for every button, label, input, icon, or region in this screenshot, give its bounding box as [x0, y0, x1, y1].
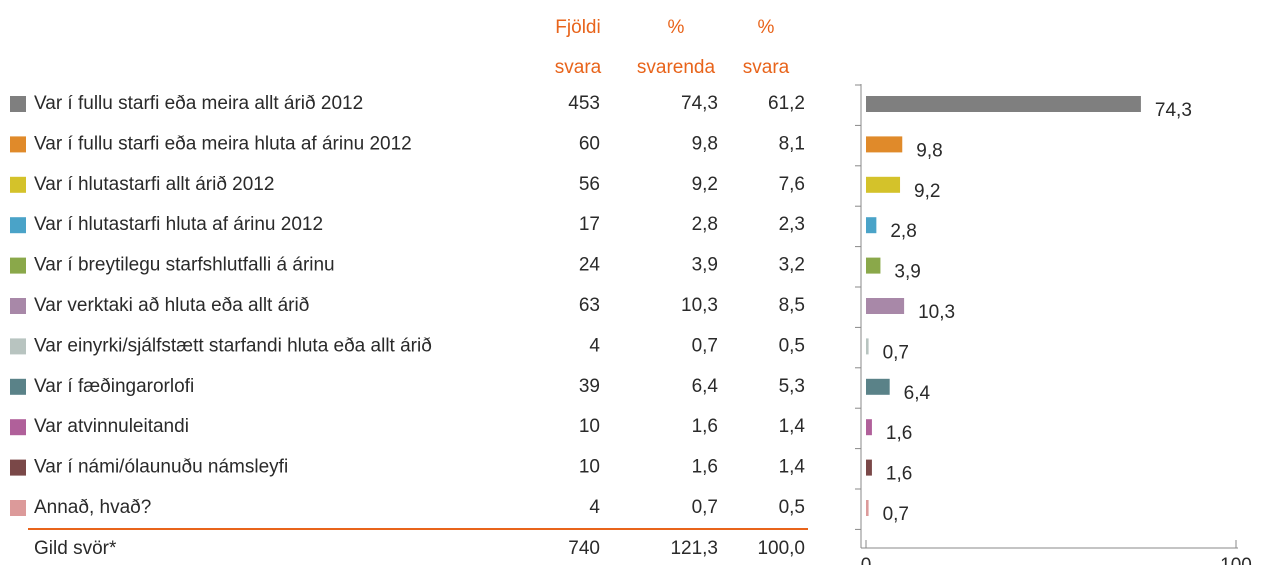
bar: [866, 419, 872, 436]
cell: 7,6: [779, 174, 805, 195]
bar: [866, 176, 901, 193]
value-label: 1,6: [886, 464, 912, 485]
bar: [866, 378, 890, 395]
x-tick-label: 100: [1220, 555, 1252, 565]
cell: 0,5: [779, 335, 805, 356]
legend-swatch: [10, 338, 26, 355]
row-label: Var í fullu starfi eða meira hluta af ár…: [34, 133, 412, 154]
cell: 8,5: [779, 295, 805, 316]
legend-swatch: [10, 459, 26, 476]
row-label: Var í breytilegu starfshlutfalli á árinu: [34, 255, 335, 276]
total-cell: 740: [568, 538, 600, 559]
cell: 1,4: [779, 457, 806, 478]
cell: 4: [589, 335, 600, 356]
legend-swatch: [10, 378, 26, 395]
cell: 1,6: [692, 416, 718, 437]
legend-swatch: [10, 500, 26, 516]
value-label: 6,4: [904, 383, 931, 404]
bar: [866, 298, 905, 314]
cell: 60: [579, 133, 600, 154]
total-cell: 121,3: [670, 538, 718, 559]
legend-swatch: [10, 176, 26, 193]
value-label: 0,7: [883, 504, 909, 525]
cell: 39: [579, 376, 600, 397]
column-header: svara: [743, 57, 790, 78]
value-label: 9,8: [916, 140, 942, 161]
value-label: 1,6: [886, 423, 912, 444]
legend-swatch: [10, 419, 26, 436]
cell: 63: [579, 295, 600, 316]
cell: 453: [568, 93, 600, 114]
cell: 2,3: [779, 214, 805, 235]
column-header: svarenda: [637, 57, 716, 78]
value-label: 10,3: [918, 302, 955, 323]
cell: 74,3: [681, 93, 718, 114]
row-label: Var í námi/ólaunuðu námsleyfi: [34, 457, 288, 478]
legend-swatch: [10, 257, 26, 274]
bar: [866, 96, 1141, 112]
cell: 10,3: [681, 295, 718, 316]
cell: 2,8: [692, 214, 718, 235]
cell: 1,4: [779, 416, 806, 437]
column-header: svara: [555, 57, 602, 78]
legend-swatch: [10, 96, 26, 112]
cell: 0,5: [779, 497, 805, 518]
bar: [866, 217, 877, 234]
bar: [866, 500, 869, 516]
column-header: %: [668, 17, 685, 38]
row-label: Var atvinnuleitandi: [34, 416, 189, 437]
bar: [866, 136, 903, 153]
column-header: Fjöldi: [555, 17, 600, 38]
cell: 3,9: [692, 255, 718, 276]
cell: 5,3: [779, 376, 805, 397]
cell: 9,8: [692, 133, 718, 154]
x-tick-label: 0: [861, 555, 872, 565]
value-label: 2,8: [890, 221, 916, 242]
legend-swatch: [10, 217, 26, 234]
value-label: 0,7: [883, 342, 909, 363]
cell: 6,4: [692, 376, 719, 397]
value-label: 9,2: [914, 181, 940, 202]
row-label: Annað, hvað?: [34, 497, 151, 518]
cell: 10: [579, 416, 600, 437]
cell: 3,2: [779, 255, 805, 276]
cell: 9,2: [692, 174, 718, 195]
bar: [866, 459, 872, 476]
cell: 24: [579, 255, 601, 276]
bar: [866, 338, 869, 355]
column-header: %: [758, 17, 775, 38]
cell: 61,2: [768, 93, 805, 114]
row-label: Var í fullu starfi eða meira allt árið 2…: [34, 93, 363, 114]
legend-swatch: [10, 298, 26, 314]
cell: 1,6: [692, 457, 718, 478]
row-label: Var í fæðingarorlofi: [34, 376, 194, 397]
value-label: 74,3: [1155, 100, 1192, 121]
total-label: Gild svör*: [34, 538, 117, 559]
row-label: Var verktaki að hluta eða allt árið: [34, 295, 309, 316]
cell: 8,1: [779, 133, 805, 154]
total-cell: 100,0: [757, 538, 805, 559]
cell: 10: [579, 457, 600, 478]
cell: 4: [589, 497, 600, 518]
cell: 0,7: [692, 335, 718, 356]
cell: 0,7: [692, 497, 718, 518]
value-label: 3,9: [894, 262, 920, 283]
legend-swatch: [10, 136, 26, 153]
row-label: Var í hlutastarfi allt árið 2012: [34, 174, 274, 195]
bar: [866, 257, 881, 274]
row-label: Var einyrki/sjálfstætt starfandi hluta e…: [34, 335, 432, 356]
row-label: Var í hlutastarfi hluta af árinu 2012: [34, 214, 323, 235]
cell: 56: [579, 174, 600, 195]
cell: 17: [579, 214, 600, 235]
